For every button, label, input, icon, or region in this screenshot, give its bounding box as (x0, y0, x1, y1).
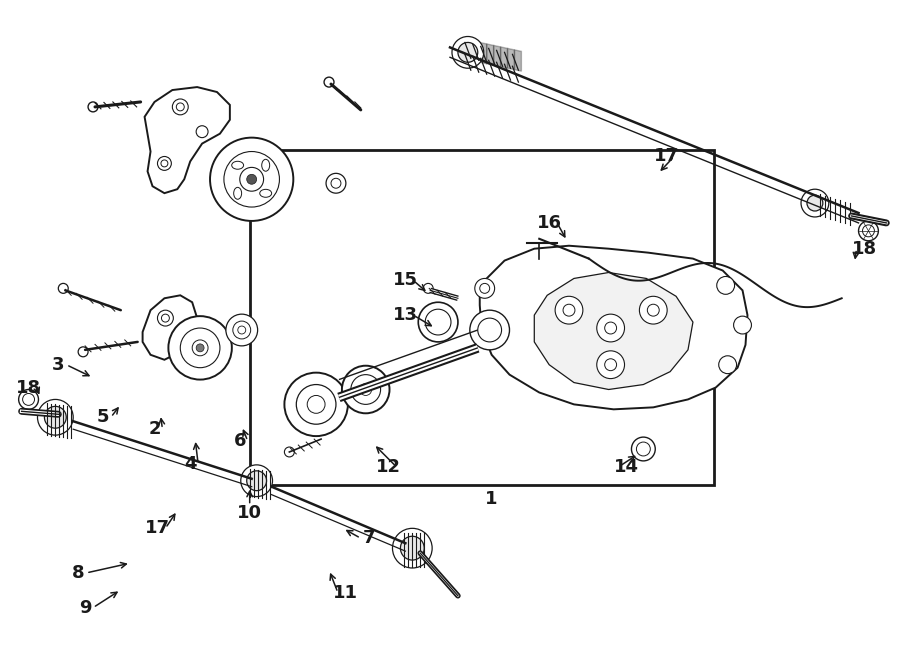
Circle shape (423, 283, 433, 293)
Text: 17: 17 (653, 148, 679, 166)
Circle shape (78, 347, 88, 357)
Circle shape (210, 138, 293, 221)
Polygon shape (142, 295, 197, 359)
Circle shape (158, 156, 171, 170)
Circle shape (400, 536, 424, 560)
Circle shape (19, 389, 39, 409)
Circle shape (639, 297, 667, 324)
Circle shape (284, 373, 348, 436)
Text: 1: 1 (485, 490, 498, 508)
Circle shape (88, 102, 98, 112)
Bar (249, 150, 714, 485)
Circle shape (859, 221, 878, 241)
Circle shape (458, 42, 478, 62)
Text: 2: 2 (148, 420, 161, 438)
Circle shape (719, 355, 736, 373)
Text: 10: 10 (238, 504, 262, 522)
Text: 3: 3 (52, 355, 65, 374)
Circle shape (226, 314, 257, 346)
Text: 11: 11 (333, 584, 358, 602)
Circle shape (307, 395, 325, 413)
Circle shape (239, 167, 264, 191)
Circle shape (241, 465, 273, 496)
Circle shape (597, 314, 625, 342)
Text: 12: 12 (376, 458, 401, 476)
Polygon shape (508, 48, 515, 70)
Text: 9: 9 (79, 598, 91, 617)
Circle shape (716, 277, 734, 295)
Text: 7: 7 (363, 529, 375, 547)
Circle shape (196, 126, 208, 138)
Circle shape (38, 399, 73, 435)
Circle shape (418, 303, 458, 342)
Text: 16: 16 (536, 214, 562, 232)
Circle shape (247, 174, 256, 184)
Circle shape (324, 77, 334, 87)
Polygon shape (145, 87, 230, 193)
Polygon shape (487, 44, 493, 66)
Circle shape (168, 316, 232, 379)
Text: 6: 6 (233, 432, 246, 450)
Circle shape (193, 340, 208, 355)
Circle shape (734, 316, 752, 334)
Polygon shape (480, 42, 487, 64)
Polygon shape (515, 50, 521, 71)
Text: 18: 18 (852, 240, 878, 258)
Circle shape (597, 351, 625, 379)
Circle shape (196, 344, 204, 352)
Circle shape (158, 310, 174, 326)
Polygon shape (535, 273, 693, 389)
Polygon shape (493, 46, 500, 67)
Circle shape (807, 195, 823, 211)
Circle shape (475, 279, 495, 299)
Circle shape (170, 338, 184, 352)
Circle shape (456, 40, 480, 64)
Text: 8: 8 (72, 564, 85, 582)
Polygon shape (500, 47, 508, 68)
Text: 13: 13 (393, 306, 418, 324)
Circle shape (392, 528, 432, 568)
Circle shape (555, 297, 583, 324)
Circle shape (632, 437, 655, 461)
Circle shape (58, 283, 68, 293)
Ellipse shape (231, 162, 244, 169)
Circle shape (247, 471, 266, 491)
Text: 18: 18 (16, 379, 41, 397)
Ellipse shape (262, 160, 270, 171)
Polygon shape (480, 246, 748, 409)
Circle shape (470, 310, 509, 350)
Circle shape (452, 36, 483, 68)
Circle shape (326, 173, 346, 193)
Circle shape (238, 326, 246, 334)
Text: 15: 15 (393, 271, 418, 289)
Text: 4: 4 (184, 455, 196, 473)
Circle shape (284, 447, 294, 457)
Circle shape (342, 365, 390, 413)
Ellipse shape (234, 187, 241, 199)
Text: 5: 5 (96, 408, 109, 426)
Circle shape (360, 383, 372, 395)
Circle shape (172, 99, 188, 115)
Circle shape (801, 189, 829, 217)
Ellipse shape (260, 189, 272, 197)
Text: 17: 17 (145, 519, 170, 538)
Text: 14: 14 (614, 458, 639, 476)
Circle shape (44, 406, 67, 428)
